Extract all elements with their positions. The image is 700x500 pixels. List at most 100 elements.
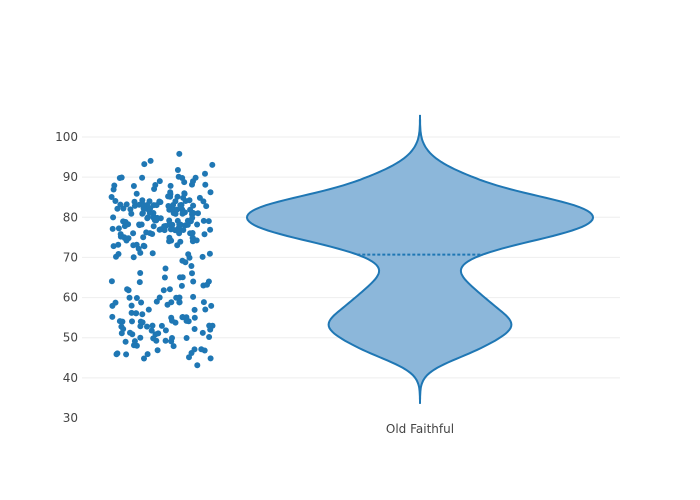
data-point <box>194 221 201 228</box>
y-axis-tick-labels: 30 40 50 60 70 80 90 100 <box>55 130 78 425</box>
data-point <box>182 259 189 266</box>
data-point <box>149 231 156 237</box>
data-point <box>204 281 210 288</box>
data-point <box>183 335 190 341</box>
data-point <box>126 294 133 301</box>
y-tick-label-100: 100 <box>55 130 78 144</box>
data-point <box>208 302 215 309</box>
data-point <box>176 150 183 157</box>
data-point <box>199 329 206 336</box>
data-point <box>140 234 147 241</box>
data-point <box>140 201 147 208</box>
data-point <box>181 190 188 197</box>
data-point <box>209 161 216 168</box>
data-point <box>112 299 119 306</box>
data-point <box>116 318 123 325</box>
data-point <box>137 323 144 330</box>
data-point <box>177 202 184 209</box>
data-point <box>141 161 148 168</box>
data-point <box>202 170 208 177</box>
data-point <box>154 347 161 354</box>
data-point <box>108 278 115 285</box>
data-point <box>144 323 150 330</box>
y-tick-label-30: 30 <box>63 411 78 425</box>
data-point <box>190 202 197 209</box>
data-point <box>172 198 179 205</box>
data-point <box>121 235 128 241</box>
data-point <box>150 335 157 342</box>
data-point <box>166 206 173 213</box>
data-point <box>176 299 183 306</box>
data-point <box>123 351 130 358</box>
y-tick-label-90: 90 <box>63 170 78 184</box>
data-point <box>117 201 124 208</box>
data-point <box>113 351 120 358</box>
data-point <box>137 270 144 276</box>
data-point <box>166 238 173 245</box>
data-point <box>174 167 181 173</box>
data-point <box>133 190 140 197</box>
data-point <box>175 225 182 232</box>
data-point <box>195 210 201 217</box>
data-point <box>136 201 143 208</box>
data-point <box>138 299 145 306</box>
data-point <box>206 250 213 257</box>
data-point <box>118 330 125 337</box>
data-point <box>156 178 163 185</box>
data-point <box>130 230 137 237</box>
data-point <box>139 197 146 204</box>
data-point <box>151 186 158 192</box>
data-point <box>108 194 115 200</box>
data-point <box>181 209 188 216</box>
data-point <box>190 210 197 217</box>
data-point <box>131 338 138 345</box>
data-point <box>201 231 208 238</box>
data-point <box>199 253 206 260</box>
data-point <box>129 318 135 325</box>
data-point <box>184 221 191 228</box>
data-point <box>162 337 169 344</box>
data-point <box>125 221 132 228</box>
data-point <box>186 197 193 204</box>
data-point <box>179 274 186 281</box>
data-point <box>112 198 119 204</box>
data-point <box>183 317 190 324</box>
data-point <box>158 322 165 329</box>
data-point <box>200 217 207 224</box>
data-point <box>189 214 196 221</box>
data-point <box>141 243 148 250</box>
data-point <box>189 270 195 277</box>
data-point <box>109 313 116 320</box>
data-point <box>149 250 156 257</box>
data-point <box>124 286 131 293</box>
y-tick-label-80: 80 <box>63 210 78 224</box>
data-point <box>137 249 144 256</box>
data-point <box>188 350 195 356</box>
data-point <box>161 274 168 281</box>
data-point <box>180 227 187 233</box>
data-point <box>128 302 135 309</box>
data-point <box>166 286 173 293</box>
data-point <box>198 346 205 353</box>
y-tick-label-70: 70 <box>63 250 78 264</box>
data-point <box>150 215 157 221</box>
data-point <box>179 314 186 320</box>
data-point <box>141 355 147 362</box>
x-category-label: Old Faithful <box>386 422 454 436</box>
data-point <box>191 326 198 332</box>
data-point <box>191 306 198 313</box>
data-point <box>127 329 133 336</box>
data-point <box>149 322 156 329</box>
data-point <box>110 243 117 250</box>
data-point <box>136 279 143 286</box>
data-point <box>187 230 194 237</box>
data-point <box>160 287 167 294</box>
data-point <box>156 294 163 301</box>
data-point <box>206 322 213 329</box>
data-point <box>130 242 137 249</box>
x-axis-category-labels: Old Faithful <box>386 422 454 436</box>
y-tick-label-40: 40 <box>63 371 78 385</box>
data-point <box>139 174 146 181</box>
y-tick-label-50: 50 <box>63 331 78 345</box>
